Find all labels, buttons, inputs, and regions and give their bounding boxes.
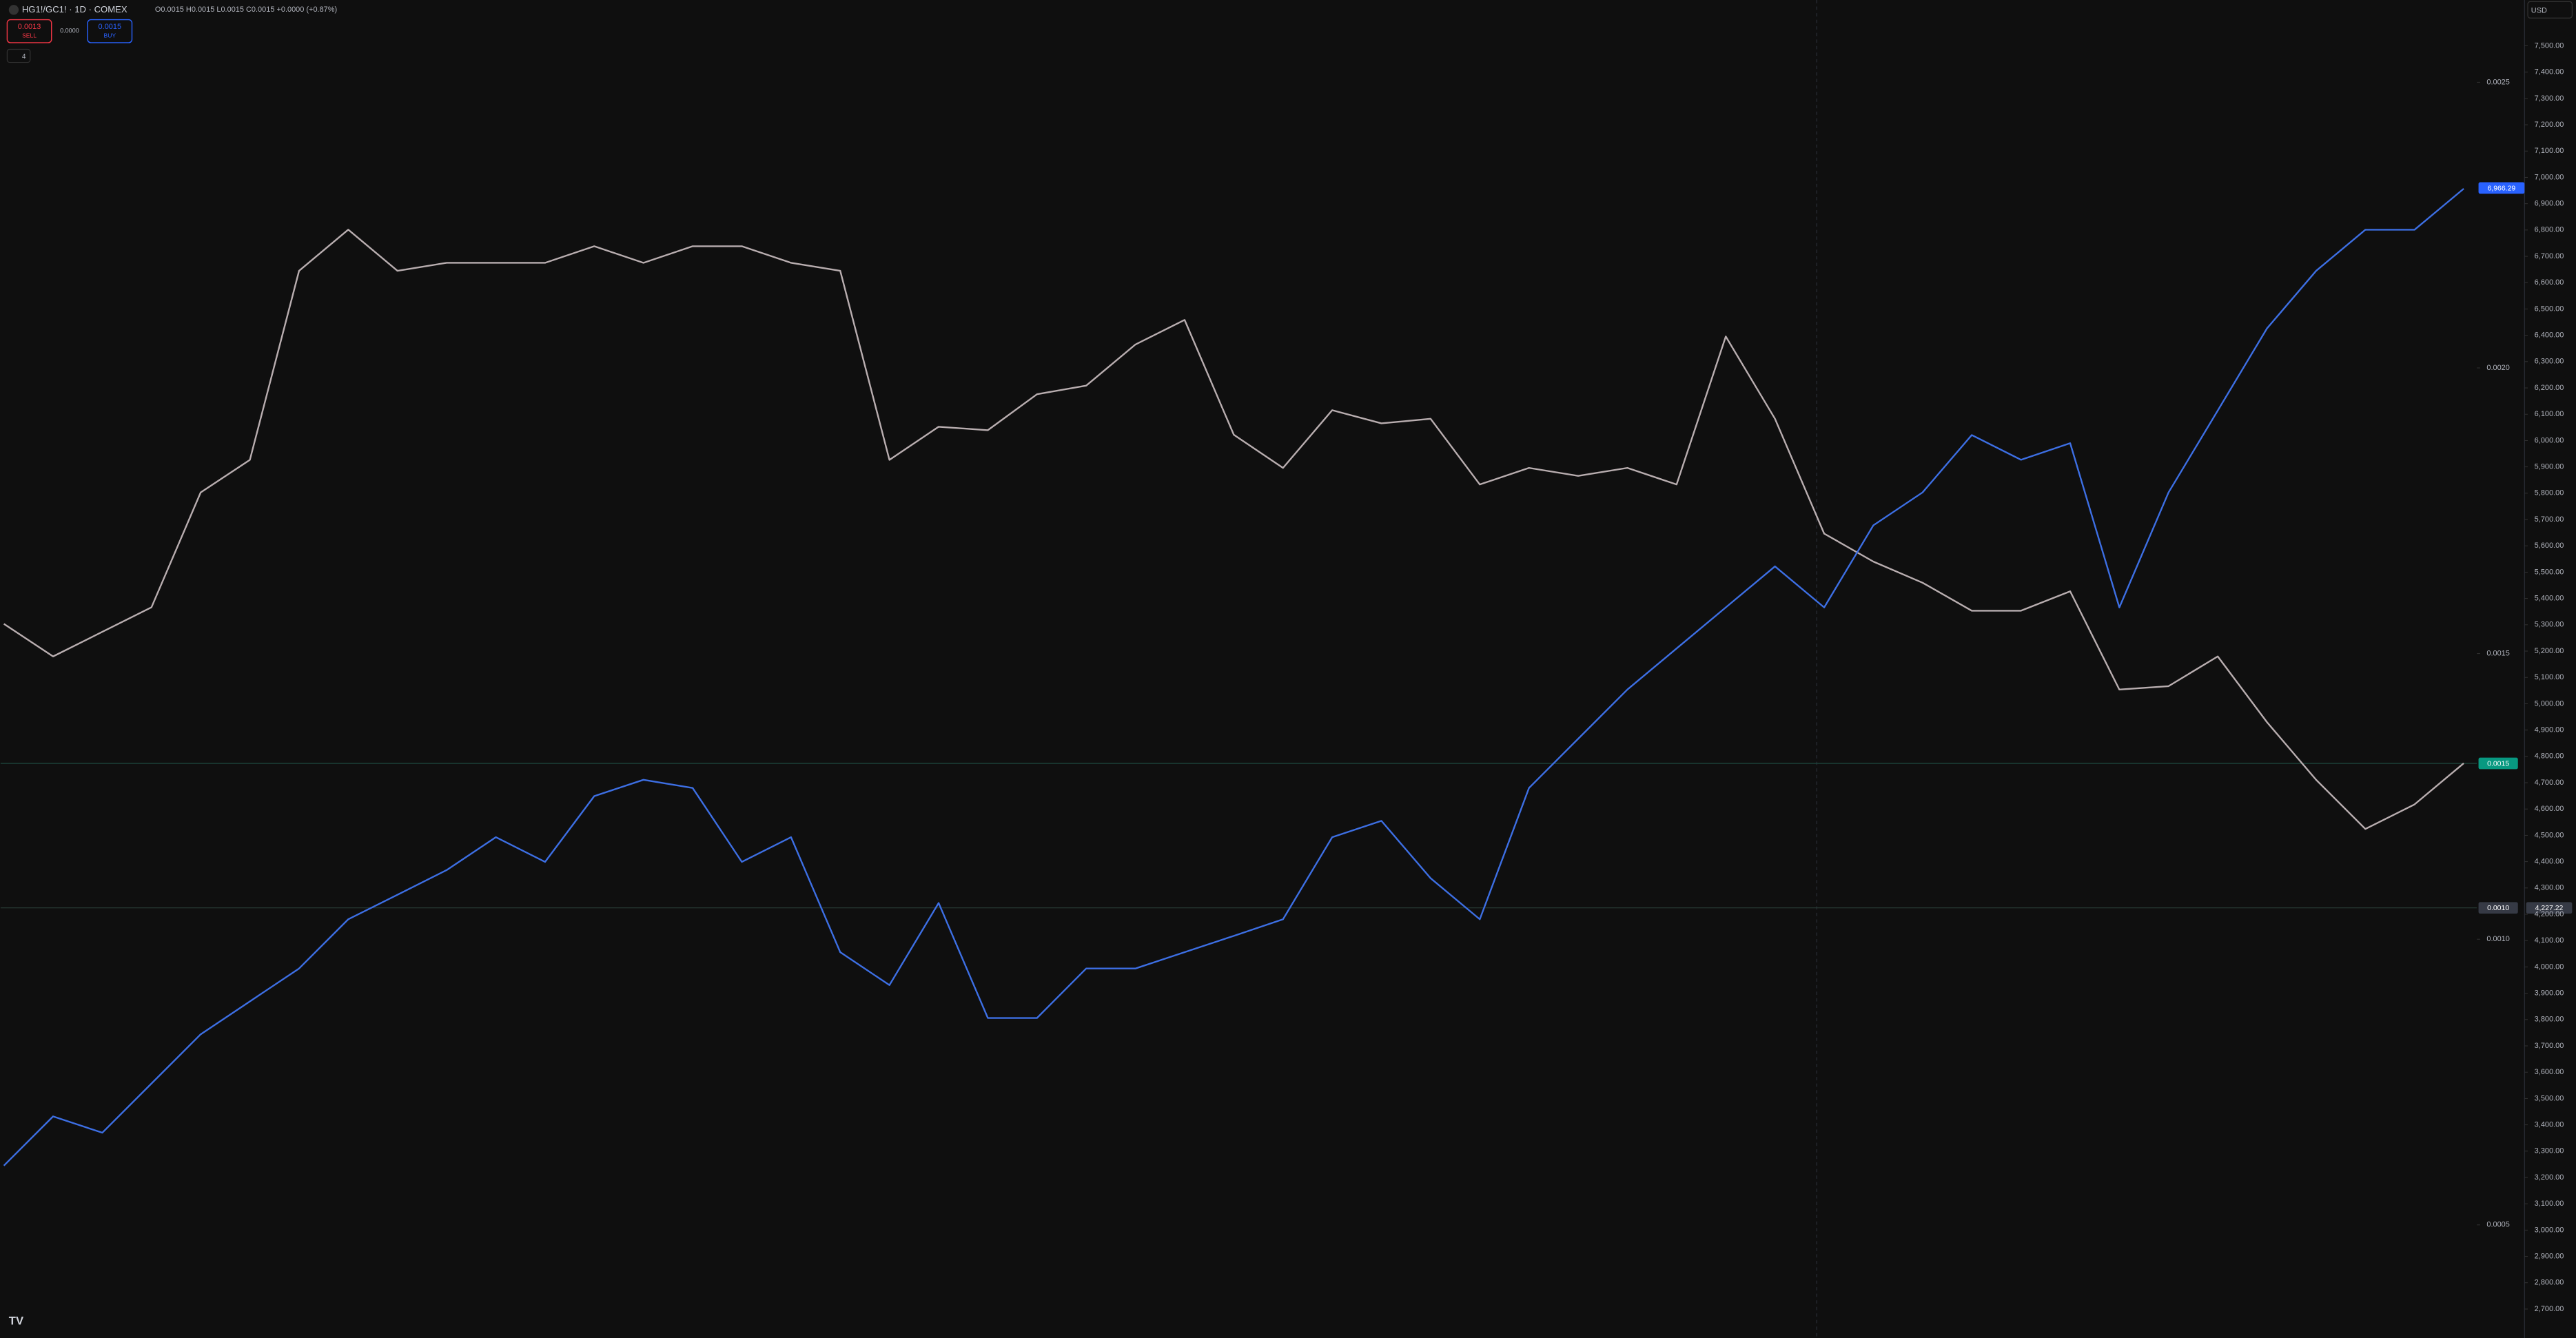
y2-tick-label: 2,800.00: [2535, 1279, 2564, 1287]
y2-tick-label: 7,300.00: [2535, 94, 2564, 103]
sell-label[interactable]: SELL: [22, 32, 37, 39]
buy-label[interactable]: BUY: [104, 32, 116, 39]
y2-tick-label: 5,000.00: [2535, 699, 2564, 708]
y2-tick-label: 3,000.00: [2535, 1226, 2564, 1234]
y2-tick-label: 4,200.00: [2535, 910, 2564, 918]
buy-button[interactable]: [87, 19, 133, 43]
y2-tick-label: 4,700.00: [2535, 779, 2564, 787]
y2-tick-label: 7,000.00: [2535, 173, 2564, 181]
y-tick-label: 0.0020: [2486, 364, 2510, 372]
symbol-icon: [8, 5, 19, 15]
y-last: 0.0015: [2487, 760, 2509, 768]
y2-tick-label: 4,800.00: [2535, 752, 2564, 761]
y2-tick-label: 3,300.00: [2535, 1147, 2564, 1155]
y2-tick-label: 6,100.00: [2535, 410, 2564, 418]
y2-tick-label: 5,900.00: [2535, 463, 2564, 471]
y2-tick-label: 6,900.00: [2535, 200, 2564, 208]
y2-tick-label: 6,500.00: [2535, 305, 2564, 313]
y2-tick-label: 3,900.00: [2535, 989, 2564, 997]
cross-y2: 4,227.22: [2535, 905, 2564, 912]
y2-tick-label: 7,200.00: [2535, 121, 2564, 129]
indicators-count[interactable]: 4: [22, 53, 26, 61]
indicators-toggle[interactable]: [6, 48, 31, 63]
cross-y2-tag: [2526, 902, 2573, 914]
buy-price[interactable]: 0.0015: [99, 23, 122, 31]
y2-tick-label: 7,500.00: [2535, 41, 2564, 50]
y2-tick-label: 4,100.00: [2535, 936, 2564, 945]
y-tick-label: 0.0015: [2486, 650, 2510, 658]
y2-tick-label: 5,200.00: [2535, 647, 2564, 655]
y2-tick-label: 6,700.00: [2535, 252, 2564, 260]
y2-tick-label: 3,400.00: [2535, 1120, 2564, 1129]
y2-tick-label: 4,400.00: [2535, 858, 2564, 866]
y2-tick-label: 4,300.00: [2535, 884, 2564, 892]
y2-last: 6,966.29: [2488, 185, 2516, 192]
sell-price[interactable]: 0.0013: [18, 23, 41, 31]
y2-tick-label: 4,600.00: [2535, 805, 2564, 813]
series-line: [3, 229, 2464, 830]
y2-tick-label: 3,500.00: [2535, 1094, 2564, 1102]
currency-button[interactable]: [2527, 1, 2573, 19]
y2-tick-label: 3,600.00: [2535, 1068, 2564, 1076]
y2-tick-label: 6,600.00: [2535, 278, 2564, 287]
y-tick-label: 0.0025: [2486, 78, 2510, 86]
y2-tick-label: 4,500.00: [2535, 831, 2564, 839]
y2-tick-label: 6,800.00: [2535, 226, 2564, 234]
y2-tick-label: 4,000.00: [2535, 963, 2564, 971]
header: HG1!/GC1! · 1D · COMEX O0.0015 H0.0015 L…: [6, 1, 2573, 1328]
cross-y: 0.0010: [2487, 905, 2509, 912]
y2-tick-label: 5,100.00: [2535, 673, 2564, 681]
y2-tick-label: 6,200.00: [2535, 384, 2564, 392]
y2-tick-label: 5,800.00: [2535, 489, 2564, 497]
y2-tick-label: 7,100.00: [2535, 147, 2564, 155]
y2-tick-label: 5,300.00: [2535, 621, 2564, 629]
y-tick-label: 0.0005: [2486, 1221, 2510, 1229]
spread: 0.0000: [60, 28, 79, 34]
currency[interactable]: USD: [2531, 6, 2547, 14]
y2-tick-label: 5,500.00: [2535, 568, 2564, 576]
logo: TV: [9, 1315, 23, 1328]
y2-tick-label: 6,300.00: [2535, 358, 2564, 366]
y2-tick-label: 3,700.00: [2535, 1042, 2564, 1050]
y2-tick-label: 5,400.00: [2535, 595, 2564, 603]
y2-tick-label: 3,800.00: [2535, 1016, 2564, 1024]
y2-tick-label: 2,700.00: [2535, 1305, 2564, 1313]
y2-tick-label: 3,200.00: [2535, 1173, 2564, 1182]
series-line: [3, 187, 2464, 1166]
y2-tick-label: 6,000.00: [2535, 436, 2564, 444]
y2-last-tag: [2478, 182, 2525, 194]
price-tags: 6,966.29 0.0015 0.0010 4,227.22: [2478, 182, 2573, 914]
y-tick-label: 0.0010: [2486, 935, 2510, 943]
sell-button[interactable]: [6, 19, 52, 43]
y2-tick-label: 7,400.00: [2535, 68, 2564, 76]
cross-y-tag: [2478, 902, 2518, 914]
symbol-title: HG1!/GC1! · 1D · COMEX: [22, 4, 127, 14]
y2-tick-label: 5,700.00: [2535, 515, 2564, 524]
ohlc: O0.0015 H0.0015 L0.0015 C0.0015 +0.0000 …: [155, 6, 337, 14]
y2-tick-label: 5,600.00: [2535, 542, 2564, 550]
y2-tick-label: 6,400.00: [2535, 331, 2564, 340]
y2-tick-label: 3,100.00: [2535, 1200, 2564, 1208]
y-last-tag: [2478, 757, 2518, 770]
y2-tick-label: 2,900.00: [2535, 1252, 2564, 1260]
y2-tick-label: 4,900.00: [2535, 726, 2564, 734]
